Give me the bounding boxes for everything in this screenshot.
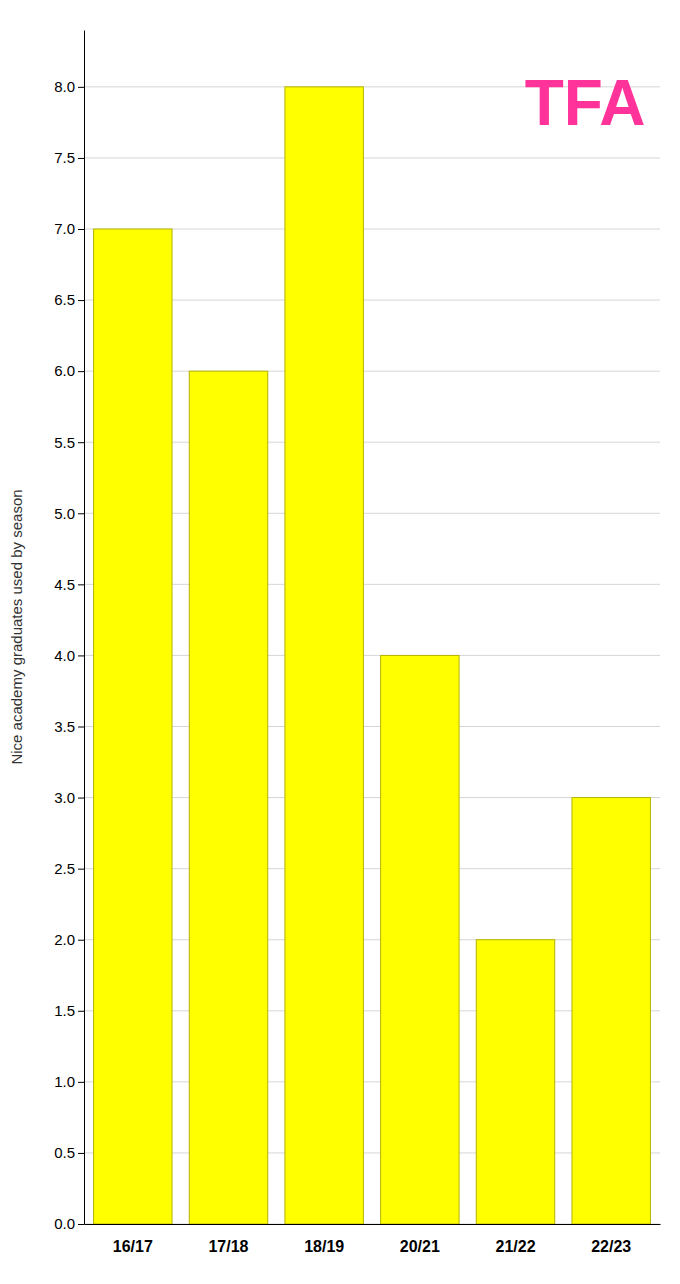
y-tick-label: 0.5 (54, 1144, 75, 1161)
y-tick: 4.5 (54, 576, 84, 593)
y-tick-label: 3.5 (54, 718, 75, 735)
grid-line (84, 157, 660, 158)
y-tick-mark (78, 1011, 84, 1012)
x-axis: 16/17 17/18 18/19 20/21 21/22 22/23 (85, 1225, 661, 1256)
x-tick-label: 22/23 (591, 1238, 631, 1255)
y-tick-label: 4.5 (54, 576, 75, 593)
x-tick: 21/22 (495, 1238, 535, 1255)
bar (189, 371, 267, 1224)
y-tick-mark (78, 1224, 84, 1225)
x-tick-label: 20/21 (400, 1238, 440, 1255)
y-tick-label: 1.0 (54, 1073, 75, 1090)
x-tick-label: 18/19 (304, 1238, 344, 1255)
y-tick-mark (78, 442, 84, 443)
y-tick-mark (78, 513, 84, 514)
x-tick: 16/17 (113, 1238, 153, 1255)
x-tick-label: 16/17 (113, 1238, 153, 1255)
y-tick-mark (78, 158, 84, 159)
y-tick-mark (78, 371, 84, 372)
x-tick: 18/19 (304, 1238, 344, 1255)
y-tick: 3.5 (54, 718, 84, 735)
annotation: TFA (525, 67, 646, 139)
y-tick: 1.0 (54, 1073, 84, 1090)
y-axis: 0.0 0.5 1.0 1.5 2.0 2.5 3.0 3.5 4.0 4.5 5.0 5.5 6.0 6… (54, 31, 84, 1233)
y-tick-mark (78, 300, 84, 301)
y-tick-mark (78, 229, 84, 230)
y-tick-mark (78, 869, 84, 870)
y-tick-label: 7.0 (54, 220, 75, 237)
y-tick: 1.5 (54, 1002, 84, 1019)
y-tick: 6.0 (54, 362, 84, 379)
y-tick-mark (78, 940, 84, 941)
y-tick-label: 5.5 (54, 434, 75, 451)
y-tick-label: 3.0 (54, 789, 75, 806)
y-tick-mark (78, 655, 84, 656)
bar (476, 940, 554, 1224)
y-tick-label: 8.0 (54, 78, 75, 95)
y-tick-mark (78, 87, 84, 88)
y-tick-label: 1.5 (54, 1002, 75, 1019)
y-tick-label: 2.5 (54, 860, 75, 877)
x-tick: 17/18 (208, 1238, 248, 1255)
x-tick-label: 17/18 (208, 1238, 248, 1255)
y-tick-label: 0.0 (54, 1215, 75, 1232)
x-tick-label: 21/22 (495, 1238, 535, 1255)
y-tick-label: 2.0 (54, 931, 75, 948)
y-tick: 7.5 (54, 149, 84, 166)
y-tick: 8.0 (54, 78, 84, 95)
y-tick: 5.5 (54, 434, 84, 451)
y-axis-line (84, 31, 85, 1225)
y-tick-label: 6.0 (54, 362, 75, 379)
plot: 0.0 0.5 1.0 1.5 2.0 2.5 3.0 3.5 4.0 4.5 5.0 5.5 6.0 6… (54, 31, 660, 1256)
y-tick: 0.5 (54, 1144, 84, 1161)
bar (94, 229, 172, 1224)
y-tick-mark (78, 1082, 84, 1083)
y-tick: 0.0 (54, 1215, 84, 1232)
y-tick-mark (78, 727, 84, 728)
y-tick-label: 7.5 (54, 149, 75, 166)
y-tick-label: 6.5 (54, 291, 75, 308)
bar (572, 798, 650, 1224)
x-axis-line (85, 1224, 661, 1225)
bar (285, 87, 363, 1224)
y-tick: 7.0 (54, 220, 84, 237)
y-tick: 5.0 (54, 505, 84, 522)
y-tick-mark (78, 1153, 84, 1154)
y-tick: 3.0 (54, 789, 84, 806)
y-tick-mark (78, 584, 84, 585)
y-label: Nice academy graduates used by season (8, 489, 25, 764)
bars (94, 87, 651, 1224)
x-tick: 20/21 (400, 1238, 440, 1255)
y-tick: 4.0 (54, 647, 84, 664)
y-tick-label: 5.0 (54, 505, 75, 522)
chart: 0.0 0.5 1.0 1.5 2.0 2.5 3.0 3.5 4.0 4.5 5.0 5.5 6.0 6… (0, 0, 680, 1284)
grid (84, 87, 660, 1224)
y-tick-label: 4.0 (54, 647, 75, 664)
bar (381, 655, 459, 1224)
y-tick: 2.5 (54, 860, 84, 877)
y-tick-mark (78, 798, 84, 799)
y-tick: 2.0 (54, 931, 84, 948)
y-tick: 6.5 (54, 291, 84, 308)
x-tick: 22/23 (591, 1238, 631, 1255)
